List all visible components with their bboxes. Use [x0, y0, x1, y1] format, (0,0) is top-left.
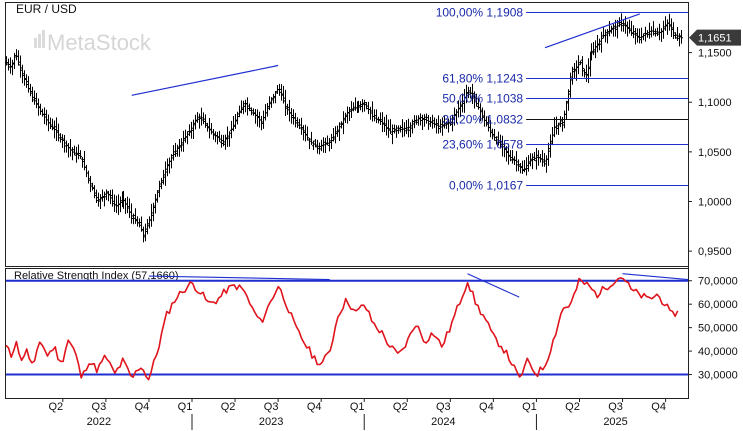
quarter-label: Q4 [307, 401, 322, 413]
rsi-axis-tick-label: 40,0000 [698, 346, 738, 358]
watermark: MetaStock [34, 30, 152, 55]
metastock-logo-icon [34, 30, 45, 48]
price-axis-tick-label: 1,1500 [698, 48, 732, 60]
quarter-label: Q4 [479, 401, 494, 413]
rsi-title: Relative Strength Index (57,1660) [14, 270, 179, 282]
rsi-panel-frame [5, 268, 689, 399]
price-trend-lines [131, 13, 640, 96]
year-label: 2025 [603, 416, 627, 428]
price-axis-tick-label: 1,0000 [698, 196, 732, 208]
quarter-label: Q4 [651, 401, 666, 413]
quarter-label: Q3 [264, 401, 279, 413]
fib-level-label: 0,00% 1,0167 [449, 179, 523, 193]
symbol-title: EUR / USD [16, 2, 77, 16]
time-axis: Q2 Q3 Q4 Q1 Q2 Q3 Q4 Q1 Q2 Q3 Q4 Q1 Q2 Q3 Q4 2022 2023 20… [48, 398, 667, 430]
quarter-label: Q1 [522, 401, 537, 413]
last-price-tag: 1,1651 [689, 29, 741, 46]
price-bars [5, 13, 683, 243]
quarter-label: Q4 [135, 401, 150, 413]
fib-level-label: 50,00% 1,1038 [442, 92, 523, 106]
last-price-label: 1,1651 [698, 33, 732, 45]
rsi-axis-tick-label: 60,0000 [698, 299, 738, 311]
fibonacci-levels: 100,00% 1,1908 61,80% 1,1243 50,00% 1,1038… [436, 6, 688, 193]
fib-level-label: 23,60% 1,0578 [442, 138, 523, 152]
watermark-text: MetaStock [47, 30, 152, 55]
rsi-axis: 30,0000 40,0000 50,0000 60,0000 70,0000 [688, 276, 738, 382]
fib-level-label: 61,80% 1,1243 [442, 72, 523, 86]
quarter-label: Q2 [48, 401, 63, 413]
price-trend-line [131, 64, 279, 96]
price-axis-tick-label: 1,0500 [698, 147, 732, 159]
rsi-trend-line [622, 273, 689, 281]
rsi-axis-tick-label: 50,0000 [698, 323, 738, 335]
year-label: 2024 [431, 416, 455, 428]
rsi-trend-lines [148, 273, 689, 298]
quarter-label: Q3 [92, 401, 107, 413]
quarter-label: Q2 [221, 401, 236, 413]
last-price-tag-shape [689, 29, 741, 46]
fib-level-label: 38,20% 1,0832 [442, 113, 523, 127]
price-axis-tick-label: 1,1000 [698, 97, 732, 109]
year-label: 2022 [87, 416, 111, 428]
rsi-trend-line [467, 273, 520, 298]
year-label: 2023 [259, 416, 283, 428]
rsi-bands [6, 279, 688, 376]
quarter-label: Q3 [436, 401, 451, 413]
rsi-axis-tick-label: 30,0000 [698, 370, 738, 382]
rsi-axis-tick-label: 70,0000 [698, 276, 738, 288]
fib-level-label: 100,00% 1,1908 [436, 6, 524, 20]
price-trend-line [544, 13, 640, 49]
price-axis: 0,9500 1,0000 1,0500 1,1000 1,1500 [688, 48, 732, 258]
quarter-label: Q2 [565, 401, 580, 413]
quarter-label: Q1 [350, 401, 365, 413]
price-axis-tick-label: 0,9500 [698, 246, 732, 258]
quarter-label: Q1 [178, 401, 193, 413]
rsi-trend-line [148, 275, 330, 281]
quarter-label: Q3 [608, 401, 623, 413]
quarter-label: Q2 [393, 401, 408, 413]
rsi-line [5, 277, 679, 381]
